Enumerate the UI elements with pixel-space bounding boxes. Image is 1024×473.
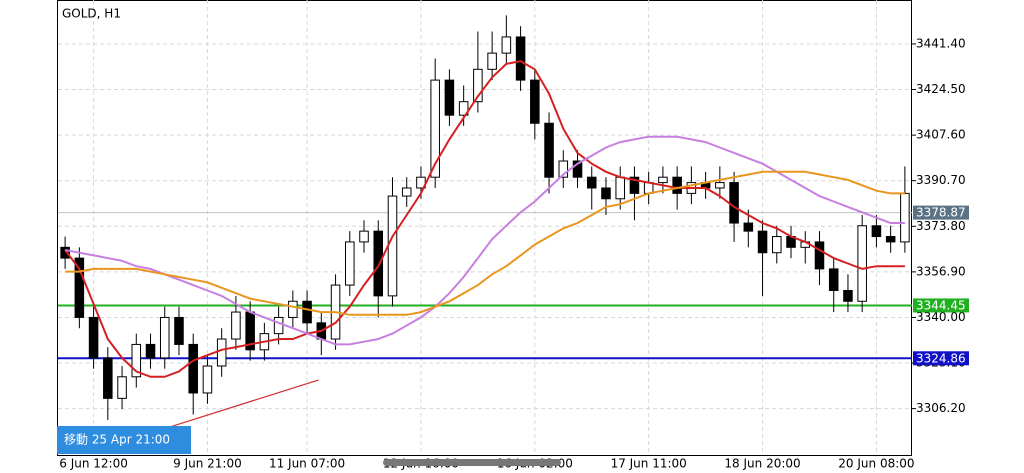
x-tick-label: 17 Jun 11:00 bbox=[611, 457, 687, 471]
candle-body bbox=[871, 225, 882, 238]
y-tick-label: 3373.80 bbox=[916, 219, 966, 233]
candle-body bbox=[885, 236, 896, 243]
candle-body bbox=[772, 236, 782, 254]
candle-body bbox=[131, 343, 142, 378]
candle-body bbox=[174, 316, 184, 345]
candle-body bbox=[188, 343, 198, 394]
candle-body bbox=[387, 195, 398, 297]
moving-average-line bbox=[65, 170, 905, 316]
candle-body bbox=[202, 365, 213, 394]
x-tick-label: 6 Jun 12:00 bbox=[59, 457, 128, 471]
y-tick-label: 3407.60 bbox=[916, 128, 966, 142]
candle-body bbox=[430, 79, 440, 178]
candle-body bbox=[458, 101, 469, 116]
candle-body bbox=[586, 176, 597, 189]
y-tick-label: 3356.90 bbox=[916, 264, 966, 278]
candle-body bbox=[473, 68, 483, 103]
candle-body bbox=[444, 79, 455, 116]
moving-average-line bbox=[64, 135, 905, 346]
candle-body bbox=[288, 300, 298, 318]
scrollbar[interactable] bbox=[383, 459, 561, 466]
candle-body bbox=[828, 268, 839, 291]
candle-body bbox=[88, 316, 99, 359]
candle-body bbox=[359, 230, 369, 243]
x-tick-label: 9 Jun 21:00 bbox=[173, 457, 242, 471]
candle-body bbox=[530, 79, 540, 124]
x-tick-label: 20 Jun 08:00 bbox=[838, 457, 914, 471]
candle-body bbox=[544, 122, 554, 178]
candle-body bbox=[103, 357, 113, 399]
price-label-box bbox=[913, 298, 969, 313]
price-label: 3378.87 bbox=[916, 206, 966, 220]
chart-title: GOLD, H1 bbox=[62, 7, 121, 21]
y-tick-label: 3441.40 bbox=[916, 36, 966, 50]
candle-body bbox=[515, 36, 526, 81]
candle-body bbox=[843, 289, 853, 302]
candle-body bbox=[857, 225, 867, 302]
marks-layer bbox=[58, 15, 912, 431]
plot-frame bbox=[57, 0, 912, 456]
candle-body bbox=[74, 257, 85, 318]
candle-body bbox=[345, 241, 355, 286]
price-label-box bbox=[913, 351, 969, 366]
candle-body bbox=[373, 230, 384, 297]
y-tick-label: 3340.00 bbox=[916, 310, 966, 324]
candle-body bbox=[601, 187, 611, 200]
cursor-label-box bbox=[57, 426, 191, 454]
candle-body bbox=[672, 176, 682, 194]
candle-body bbox=[615, 176, 625, 200]
price-label: 3344.45 bbox=[916, 298, 966, 312]
x-tick-label: 11 Jun 07:00 bbox=[269, 457, 345, 471]
overlay-layer: 3441.40 3424.50 3407.60 3390.70 3373.80 3356.… bbox=[57, 36, 969, 471]
candle-body bbox=[814, 241, 825, 270]
candle-body bbox=[145, 343, 156, 359]
candle-body bbox=[487, 52, 497, 70]
candle-body bbox=[501, 36, 512, 54]
candle-body bbox=[558, 160, 569, 178]
price-label-box bbox=[913, 205, 969, 220]
candle-body bbox=[658, 176, 668, 184]
candle-body bbox=[231, 311, 241, 340]
candle-body bbox=[159, 316, 170, 359]
candle-body bbox=[743, 222, 754, 232]
trendline bbox=[160, 379, 319, 431]
candle-body bbox=[729, 182, 739, 224]
candle-body bbox=[629, 176, 640, 194]
cursor-label: 移動 25 Apr 21:00 bbox=[64, 433, 170, 447]
candle-body bbox=[900, 192, 910, 243]
candle-body bbox=[572, 160, 583, 178]
candle-body bbox=[302, 300, 312, 324]
y-tick-label: 3424.50 bbox=[916, 82, 966, 96]
y-tick-label: 3306.20 bbox=[916, 401, 966, 415]
candle-body bbox=[216, 338, 227, 367]
moving-average-line bbox=[64, 60, 905, 378]
candle-body bbox=[643, 182, 654, 194]
x-tick-label: 18 Jun 20:00 bbox=[724, 457, 800, 471]
candle-body bbox=[117, 376, 127, 399]
candle-body bbox=[401, 187, 412, 197]
y-tick-label: 3390.70 bbox=[916, 173, 966, 187]
price-label: 3324.86 bbox=[916, 351, 966, 365]
candle-body bbox=[715, 182, 725, 189]
candle-body bbox=[60, 246, 70, 259]
candle-body bbox=[273, 316, 284, 335]
candle-body bbox=[757, 230, 768, 254]
